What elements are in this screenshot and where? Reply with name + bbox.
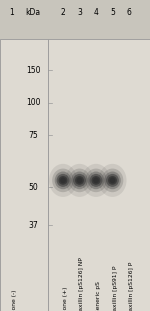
Text: 6: 6 — [127, 8, 131, 17]
Text: 1: 1 — [10, 8, 14, 17]
Ellipse shape — [110, 177, 115, 183]
Ellipse shape — [88, 172, 104, 189]
Text: 37: 37 — [28, 221, 38, 230]
Ellipse shape — [58, 176, 68, 185]
Ellipse shape — [108, 176, 117, 185]
Ellipse shape — [93, 177, 99, 183]
Text: 3: 3 — [77, 8, 82, 17]
Text: 5: 5 — [110, 8, 115, 17]
Bar — [0, 39, 48, 311]
Text: Paxillin [pS91] P: Paxillin [pS91] P — [112, 266, 117, 311]
Ellipse shape — [52, 169, 74, 192]
Ellipse shape — [69, 169, 90, 192]
Text: Paxillin [pS126] P: Paxillin [pS126] P — [129, 262, 134, 311]
Ellipse shape — [57, 174, 69, 187]
Ellipse shape — [98, 164, 127, 197]
Ellipse shape — [85, 169, 107, 192]
Ellipse shape — [75, 176, 84, 185]
Text: 150: 150 — [26, 66, 40, 75]
Ellipse shape — [102, 169, 123, 192]
Ellipse shape — [55, 172, 71, 189]
Ellipse shape — [90, 174, 102, 187]
Bar — [48, 39, 150, 311]
Ellipse shape — [82, 164, 110, 197]
Text: kDa: kDa — [26, 8, 40, 17]
Text: None (-): None (-) — [12, 290, 17, 311]
Ellipse shape — [60, 177, 66, 183]
Text: None (+): None (+) — [63, 287, 68, 311]
Ellipse shape — [106, 174, 119, 187]
Ellipse shape — [71, 172, 88, 189]
Text: 50: 50 — [28, 183, 38, 192]
Ellipse shape — [92, 176, 100, 185]
Text: 2: 2 — [61, 8, 65, 17]
Text: 4: 4 — [94, 8, 98, 17]
Ellipse shape — [73, 174, 86, 187]
Ellipse shape — [65, 164, 94, 197]
Text: 100: 100 — [26, 98, 40, 107]
Text: Paxillin [pS126] NP: Paxillin [pS126] NP — [80, 257, 84, 311]
Text: Generic pS: Generic pS — [96, 281, 101, 311]
Ellipse shape — [104, 172, 121, 189]
Text: 75: 75 — [28, 131, 38, 140]
Ellipse shape — [77, 177, 82, 183]
Ellipse shape — [49, 164, 77, 197]
